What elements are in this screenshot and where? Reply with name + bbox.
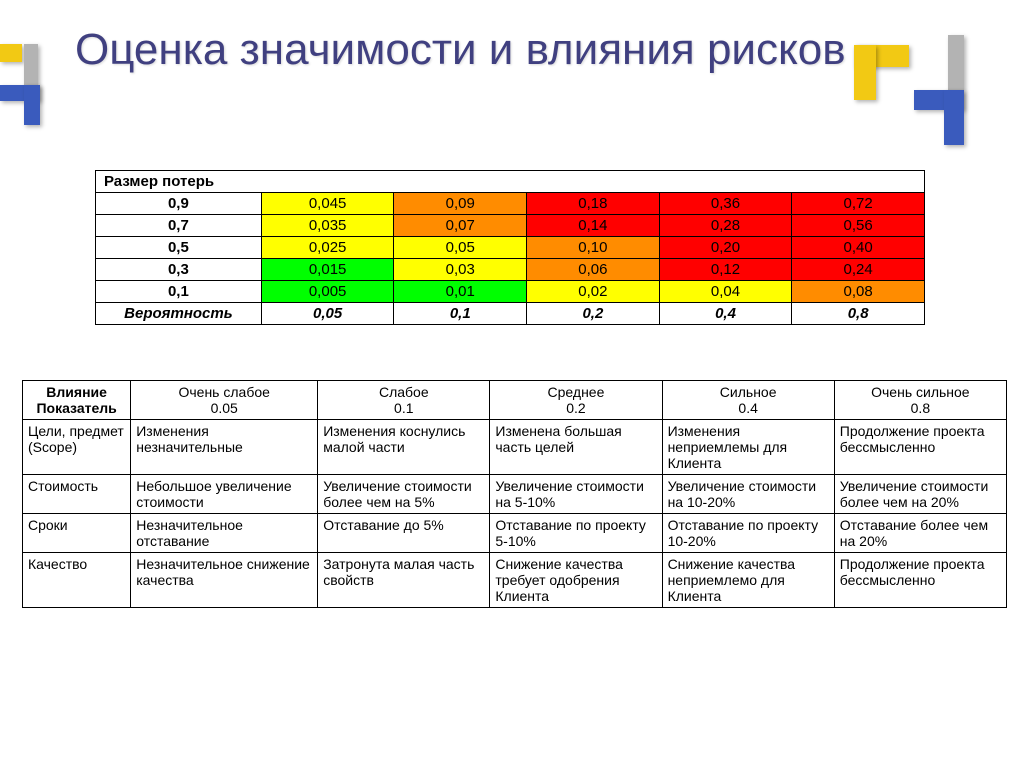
impact-level-header: Очень слабое0.05 [131, 381, 318, 420]
matrix-cell: 0,18 [527, 193, 660, 215]
matrix-cell: 0,015 [261, 259, 394, 281]
matrix-row-label: 0,9 [96, 193, 262, 215]
impact-cell: Отставание по проекту 5-10% [490, 514, 662, 553]
probability-value: 0,05 [261, 303, 394, 325]
impact-cell: Изменена большая часть целей [490, 420, 662, 475]
impact-cell: Увеличение стоимости более чем на 5% [318, 475, 490, 514]
probability-value: 0,2 [527, 303, 660, 325]
matrix-row-label: 0,1 [96, 281, 262, 303]
matrix-row-label: 0,5 [96, 237, 262, 259]
slide-title: Оценка значимости и влияния рисков [75, 25, 846, 76]
impact-cell: Изменения коснулись малой части [318, 420, 490, 475]
impact-cell: Продолжение проекта бессмысленно [834, 420, 1006, 475]
impact-cell: Изменения неприемлемы для Клиента [662, 420, 834, 475]
impact-cell: Изменения незначительные [131, 420, 318, 475]
impact-cell: Затронута малая часть свойств [318, 553, 490, 608]
impact-row-label: Сроки [23, 514, 131, 553]
matrix-cell: 0,05 [394, 237, 527, 259]
impact-cell: Увеличение стоимости на 5-10% [490, 475, 662, 514]
impact-level-header: Слабое0.1 [318, 381, 490, 420]
impact-level-header: Сильное0.4 [662, 381, 834, 420]
matrix-row-label: 0,7 [96, 215, 262, 237]
impact-level-header: Среднее0.2 [490, 381, 662, 420]
risk-matrix: Размер потерь0,90,0450,090,180,360,72 0,7… [95, 170, 925, 325]
impact-cell: Отставание до 5% [318, 514, 490, 553]
impact-cell: Незначительное отставание [131, 514, 318, 553]
matrix-cell: 0,045 [261, 193, 394, 215]
matrix-cell: 0,005 [261, 281, 394, 303]
impact-cell: Увеличение стоимости на 10-20% [662, 475, 834, 514]
probability-label: Вероятность [96, 303, 262, 325]
matrix-cell: 0,02 [527, 281, 660, 303]
impact-cell: Снижение качества неприемлемо для Клиент… [662, 553, 834, 608]
impact-cell: Снижение качества требует одобрения Клие… [490, 553, 662, 608]
matrix-cell: 0,06 [527, 259, 660, 281]
matrix-header: Размер потерь [96, 171, 925, 193]
impact-cell: Продолжение проекта бессмысленно [834, 553, 1006, 608]
matrix-cell: 0,40 [792, 237, 925, 259]
matrix-cell: 0,20 [659, 237, 792, 259]
probability-value: 0,4 [659, 303, 792, 325]
matrix-cell: 0,025 [261, 237, 394, 259]
matrix-cell: 0,12 [659, 259, 792, 281]
matrix-cell: 0,07 [394, 215, 527, 237]
impact-row-label: Цели, предмет (Scope) [23, 420, 131, 475]
matrix-cell: 0,14 [527, 215, 660, 237]
impact-level-header: Очень сильное0.8 [834, 381, 1006, 420]
matrix-row-label: 0,3 [96, 259, 262, 281]
matrix-cell: 0,56 [792, 215, 925, 237]
matrix-cell: 0,24 [792, 259, 925, 281]
impact-cell: Увеличение стоимости более чем на 20% [834, 475, 1006, 514]
matrix-cell: 0,36 [659, 193, 792, 215]
impact-cell: Отставание более чем на 20% [834, 514, 1006, 553]
impact-cell: Незначительное снижение качества [131, 553, 318, 608]
impact-table: ВлияниеПоказательОчень слабое0.05Слабое0… [22, 380, 1007, 608]
matrix-cell: 0,28 [659, 215, 792, 237]
probability-value: 0,8 [792, 303, 925, 325]
matrix-cell: 0,09 [394, 193, 527, 215]
impact-row-label: Стоимость [23, 475, 131, 514]
slide-decoration-right [854, 35, 974, 155]
matrix-cell: 0,72 [792, 193, 925, 215]
impact-cell: Небольшое увеличение стоимости [131, 475, 318, 514]
matrix-cell: 0,08 [792, 281, 925, 303]
matrix-cell: 0,04 [659, 281, 792, 303]
impact-corner: ВлияниеПоказатель [23, 381, 131, 420]
matrix-cell: 0,035 [261, 215, 394, 237]
slide-decoration-left [0, 40, 60, 140]
matrix-cell: 0,01 [394, 281, 527, 303]
matrix-cell: 0,10 [527, 237, 660, 259]
impact-row-label: Качество [23, 553, 131, 608]
probability-value: 0,1 [394, 303, 527, 325]
matrix-cell: 0,03 [394, 259, 527, 281]
impact-cell: Отставание по проекту 10-20% [662, 514, 834, 553]
